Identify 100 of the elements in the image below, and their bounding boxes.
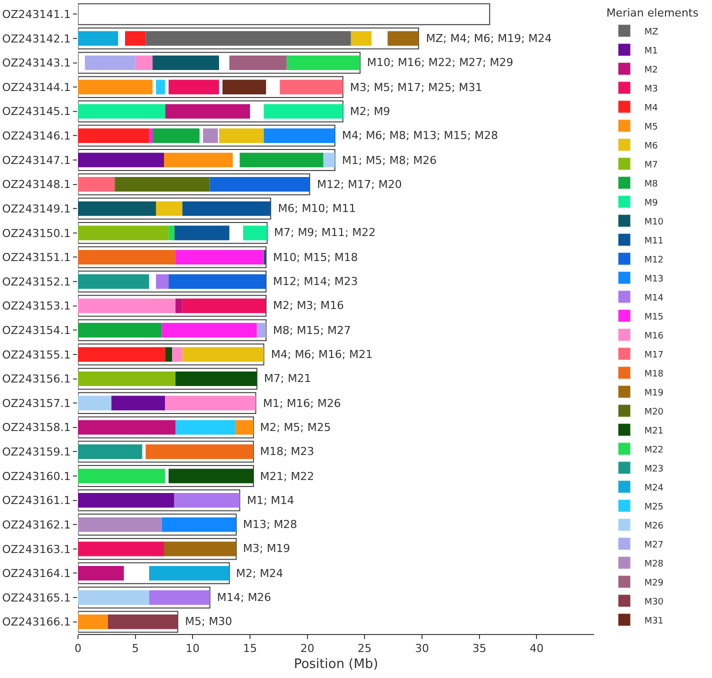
x-tick-label: 40 [530,642,544,656]
legend-label: M27 [644,540,664,550]
bar [78,80,153,94]
y-tick-label: OZ243141.1 [2,8,71,21]
x-tick-label: 35 [472,642,486,656]
bar [165,396,256,410]
annotation: M4; M6; M16; M21 [271,348,373,361]
bar [175,298,182,314]
legend-label: M2 [644,65,658,76]
bar [165,347,172,362]
legend-label: M7 [644,160,658,170]
y-tick-label: OZ243161.1 [2,494,71,508]
y-tick-label: OZ243147.1 [2,154,71,167]
annotation: M3; M5; M17; M25; M31 [350,81,482,94]
legend-label: M6 [644,141,658,152]
annotation: M21; M22 [260,470,314,483]
bar [135,55,153,70]
bar [78,396,112,410]
legend-label: M16 [644,331,664,342]
legend-title: Merian elements [606,6,699,20]
bar [78,420,176,435]
bar [175,371,257,386]
y-tick-label: OZ243159.1 [2,446,71,459]
bar [152,55,220,70]
bar [152,128,200,143]
legend-label: M12 [644,255,664,266]
bar [78,274,150,289]
y-tick-label: OZ243162.1 [2,518,71,532]
annotation: M2; M3; M16 [273,299,344,312]
annotation: M7; M21 [264,372,312,385]
x-tick-label: 0 [74,642,82,656]
y-tick-label: OZ243143.1 [2,56,71,70]
y-tick-label: OZ243145.1 [2,105,71,118]
y-tick-label: OZ243158.1 [2,421,71,434]
x-tick-label: 25 [358,642,372,656]
legend-label: M26 [644,521,664,532]
bar [182,201,271,216]
bar [280,80,343,94]
x-tick-label: 30 [415,642,429,656]
y-tick-label: OZ243164.1 [2,567,71,580]
annotation: M8; M15; M27 [273,324,351,337]
y-tick-label: OZ243154.1 [2,324,71,337]
bar [256,322,266,338]
bar [156,80,166,94]
bar [78,298,176,314]
bar [111,396,166,410]
legend-label: M4 [644,103,658,114]
legend-label: M9 [644,198,658,208]
annotation: M1; M14 [247,494,294,507]
bar [182,347,264,362]
bar [78,590,150,605]
annotation: M7; M9; M11; M22 [274,226,376,239]
legend-label: M19 [644,388,664,398]
bar [149,590,210,605]
bar [323,152,335,168]
bar [264,104,343,119]
legend-label: M15 [644,312,664,322]
bar [78,444,142,459]
annotation: M2; M9 [350,105,390,118]
bar [162,517,236,532]
legend-label: M28 [644,559,664,570]
legend-label: M14 [644,293,664,304]
legend-label: M13 [644,274,664,284]
bar [164,152,233,168]
x-tick-label: 15 [243,642,257,656]
bar [125,31,146,46]
legend-label: M10 [644,217,664,228]
annotation: M4; M6; M8; M13; M15; M28 [342,129,498,142]
bar [168,274,266,289]
y-tick-label: OZ243156.1 [2,372,71,386]
bar [78,250,176,265]
y-tick-label: OZ243166.1 [2,616,71,629]
bar [84,55,136,70]
legend-label: M11 [644,236,664,246]
y-tick-label: OZ243144.1 [2,80,71,94]
annotation: MZ; M4; M6; M19; M24 [426,32,552,45]
legend-label: M25 [644,502,664,512]
y-tick-label: OZ243163.1 [2,542,71,556]
bar [146,31,351,46]
annotation: M6; M10; M11 [278,202,356,215]
bar [174,493,240,508]
legend-label: M18 [644,369,664,380]
y-tick-label: OZ243149.1 [2,202,71,216]
bar [78,517,162,532]
annotation: M5; M30 [185,615,232,628]
bar [149,128,153,143]
y-tick-label: OZ243157.1 [2,396,71,410]
bar [222,80,266,94]
annotation: M10; M16; M22; M27; M29 [367,56,514,69]
annotation: M2; M24 [236,567,284,580]
bar [78,128,150,143]
bar [78,201,156,216]
annotation: M1; M16; M26 [263,397,341,410]
bar [210,177,310,192]
annotation: M3; M19 [243,542,290,555]
bar [286,55,360,70]
y-tick-label: OZ243160.1 [2,470,71,483]
legend-label: M1 [644,46,658,56]
bar [156,274,169,289]
annotation: M18; M23 [260,445,314,458]
